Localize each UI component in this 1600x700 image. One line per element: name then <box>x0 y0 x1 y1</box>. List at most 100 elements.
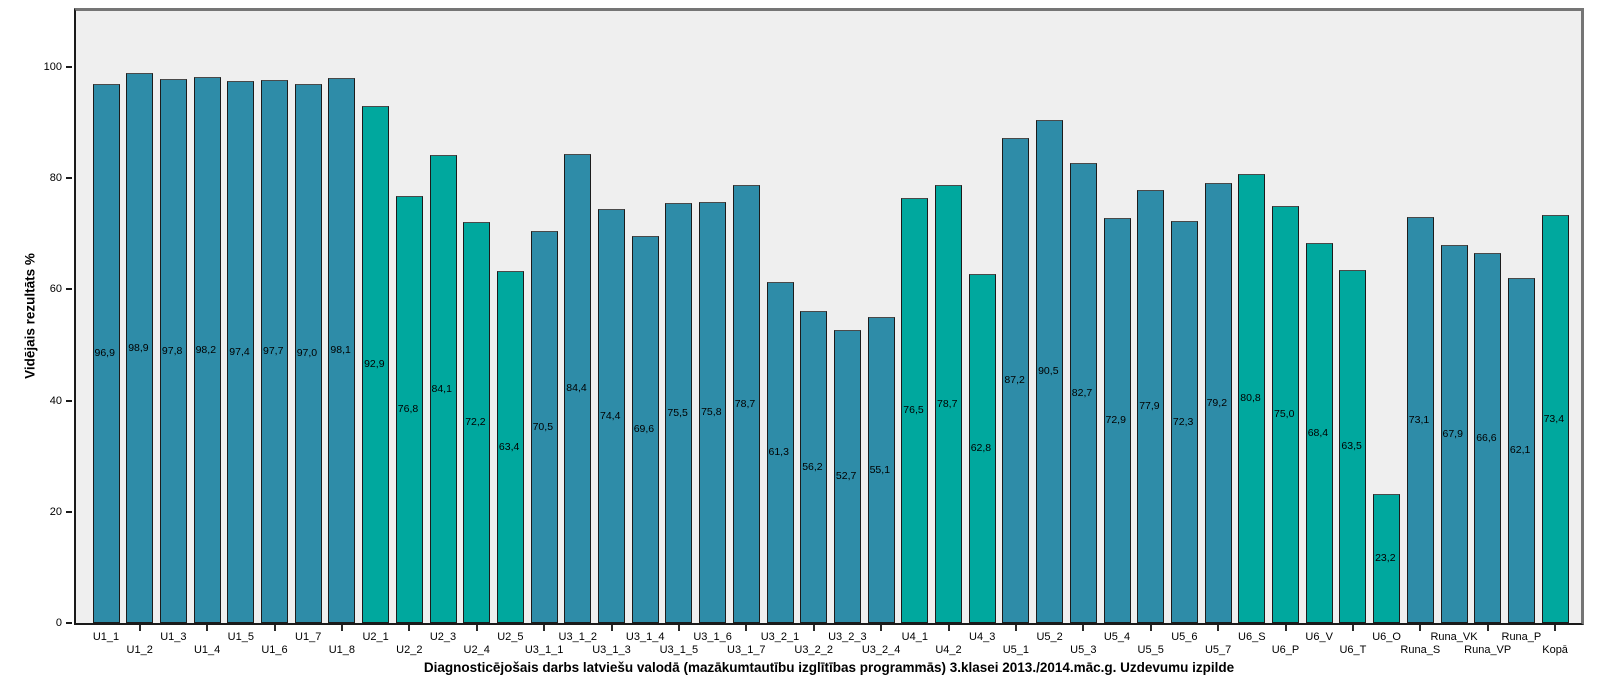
bar-value-label: 96,9 <box>94 347 115 360</box>
plot-area: 96,9 98,9 97,8 98,2 97,4 97,7 97,0 98,1 92,9 76,8… <box>74 8 1584 625</box>
y-axis-tick <box>66 399 72 402</box>
bar-U6_O: 23,2 <box>1373 494 1401 623</box>
x-tick-label-U5_3: U5_3 <box>1070 644 1097 656</box>
x-tick-label-U4_1: U4_1 <box>901 631 928 643</box>
bar-U4_2: 78,7 <box>935 185 962 623</box>
x-axis-tick <box>880 625 883 631</box>
bar-U3_1_5: 75,5 <box>665 203 693 623</box>
bar-value-label: 52,7 <box>835 470 857 483</box>
x-tick-label-U5_6: U5_6 <box>1171 631 1198 643</box>
bar-U5_2: 90,5 <box>1036 119 1064 623</box>
bar-value-label: 97,8 <box>161 344 183 357</box>
x-tick-label-Kopā: Kopā <box>1542 644 1568 656</box>
bar-U6_V: 68,4 <box>1305 242 1333 623</box>
bar-value-label: 73,4 <box>1543 412 1565 425</box>
x-tick-label-U3_1_1: U3_1_1 <box>524 644 564 656</box>
bar-U5_7: 79,2 <box>1204 182 1232 623</box>
x-tick-label-U6_T: U6_T <box>1339 644 1367 656</box>
bar-U2_2: 76,8 <box>395 196 423 623</box>
bar-U3_1_6: 75,8 <box>699 201 727 623</box>
x-tick-label-U3_2_1: U3_2_1 <box>760 631 800 643</box>
bar-value-label: 55,1 <box>869 463 891 476</box>
bar-value-label: 66,6 <box>1476 431 1497 444</box>
bar-U2_3: 84,1 <box>429 155 457 623</box>
x-tick-label-Runa_VK: Runa_VK <box>1430 631 1478 643</box>
bar-value-label: 77,9 <box>1139 400 1160 413</box>
bar-value-label: 79,2 <box>1206 396 1228 409</box>
bar-Runa_P: 62,1 <box>1507 277 1535 623</box>
x-axis-tick <box>1554 625 1557 631</box>
bar-value-label: 74,4 <box>600 409 621 422</box>
x-tick-label-U3_2_3: U3_2_3 <box>828 631 867 643</box>
bar-U3_1_4: 69,6 <box>631 236 659 623</box>
x-axis-tick <box>475 625 478 631</box>
bar-U3_2_3: 52,7 <box>833 330 861 623</box>
bar-value-label: 98,9 <box>128 341 149 354</box>
bar-value-label: 70,5 <box>532 420 554 433</box>
bar-value-label: 72,9 <box>1105 414 1126 427</box>
x-axis-tick <box>206 625 209 631</box>
x-tick-label-Runa_VP: Runa_VP <box>1464 644 1512 656</box>
bar-value-label: 97,7 <box>263 345 284 358</box>
x-axis-title: Diagnosticējošais darbs latviešu valodā … <box>423 660 1235 675</box>
x-axis-tick <box>408 625 411 631</box>
bar-U6_T: 63,5 <box>1339 269 1367 623</box>
bar-value-label: 75,5 <box>667 406 688 419</box>
bar-U3_2_2: 56,2 <box>800 310 828 623</box>
x-axis: U1_1 U1_2 U1_3 U1_4 U1_5 U1_6 U1_7 U1_8 U2_1 U2_2… <box>74 625 1584 665</box>
bar-value-label: 72,2 <box>465 416 486 429</box>
bar-value-label: 63,5 <box>1341 440 1362 453</box>
x-tick-label-U6_V: U6_V <box>1305 631 1333 643</box>
bar-U4_1: 76,5 <box>901 197 929 623</box>
bar-value-label: 63,4 <box>498 440 520 453</box>
bar-U3_2_1: 61,3 <box>766 282 794 623</box>
bar-Kopā: 73,4 <box>1541 214 1569 623</box>
x-tick-label-U3_1_4: U3_1_4 <box>625 631 665 643</box>
y-tick-label-40: 40 <box>49 394 62 407</box>
x-axis-tick <box>543 625 546 631</box>
x-tick-label-U2_4: U2_4 <box>463 644 490 656</box>
bar-value-label: 76,8 <box>397 403 419 416</box>
bar-U6_P: 75,0 <box>1272 206 1299 623</box>
bar-U2_5: 63,4 <box>496 270 524 623</box>
x-axis-tick <box>1419 625 1422 631</box>
bar-U5_6: 72,3 <box>1170 221 1198 623</box>
bar-U1_1: 96,9 <box>92 84 120 623</box>
x-tick-label-Runa_P: Runa_P <box>1501 631 1542 643</box>
x-tick-label-U6_P: U6_P <box>1271 644 1300 656</box>
x-tick-label-U5_5: U5_5 <box>1137 644 1164 656</box>
y-axis-tick <box>66 510 72 513</box>
x-tick-label-U5_1: U5_1 <box>1002 644 1030 656</box>
bar-U3_2_4: 55,1 <box>867 316 895 623</box>
bar-value-label: 97,0 <box>296 347 318 360</box>
bar-value-label: 23,2 <box>1375 552 1396 565</box>
bar-value-label: 82,7 <box>1071 386 1093 399</box>
bar-U3_1_2: 84,4 <box>564 153 592 623</box>
y-tick-label-20: 20 <box>49 505 62 518</box>
bar-value-label: 97,4 <box>229 345 250 358</box>
bar-U4_3: 62,8 <box>968 273 996 623</box>
bar-Runa_VK: 67,9 <box>1440 245 1468 623</box>
y-axis-tick <box>66 66 72 68</box>
x-tick-label-U4_3: U4_3 <box>969 631 996 643</box>
x-tick-label-U1_3: U1_3 <box>160 631 187 643</box>
bar-value-label: 98,2 <box>195 343 217 356</box>
x-axis-tick <box>1284 625 1287 631</box>
x-axis-tick <box>1014 625 1017 631</box>
bar-value-label: 80,8 <box>1240 392 1261 405</box>
x-tick-label-U3_1_6: U3_1_6 <box>693 631 732 643</box>
x-axis-tick <box>340 625 343 631</box>
bar-value-label: 76,5 <box>903 404 924 417</box>
x-tick-label-U2_5: U2_5 <box>497 631 524 643</box>
x-tick-label-U1_2: U1_2 <box>126 644 153 656</box>
x-tick-label-U3_2_4: U3_2_4 <box>861 644 901 656</box>
bar-value-label: 84,1 <box>431 382 452 395</box>
bar-U1_7: 97,0 <box>294 83 322 623</box>
x-axis-tick <box>273 625 276 631</box>
bar-U1_4: 98,2 <box>193 77 221 623</box>
bar-value-label: 61,3 <box>768 446 789 459</box>
bar-U5_1: 87,2 <box>1002 138 1030 623</box>
bar-value-label: 69,6 <box>633 423 655 436</box>
bar-U2_1: 92,9 <box>362 106 390 623</box>
y-axis-tick <box>66 177 72 180</box>
